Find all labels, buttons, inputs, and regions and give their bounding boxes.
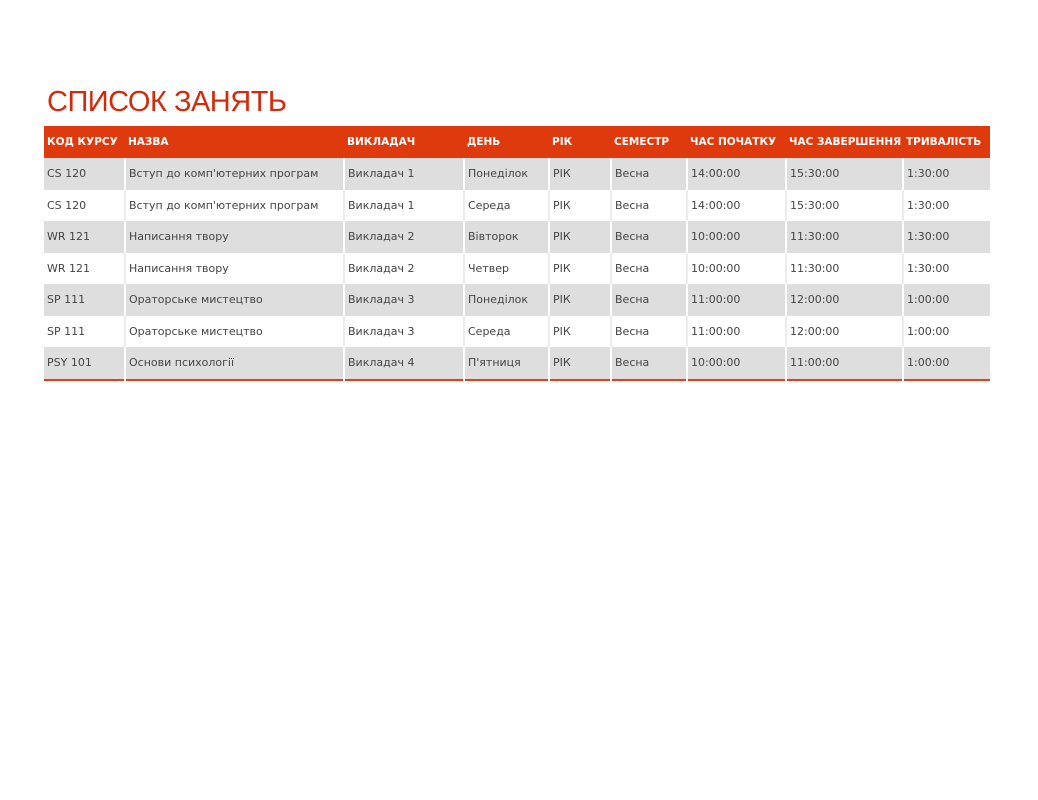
column-header[interactable]: ТРИВАЛІСТЬ: [903, 126, 990, 158]
table-cell[interactable]: РІК: [548, 158, 611, 190]
column-header[interactable]: ВИКЛАДАЧ: [344, 126, 464, 158]
table-cell[interactable]: 1:00:00: [902, 284, 990, 316]
table-cell[interactable]: Викладач 1: [343, 158, 464, 190]
page-title: СПИСОК ЗАНЯТЬ: [47, 86, 287, 118]
table-cell[interactable]: SP 111: [44, 315, 125, 347]
table-cell[interactable]: Написання твору: [124, 221, 344, 253]
header-row: КОД КУРСУ НАЗВА ВИКЛАДАЧ ДЕНЬ РІК СЕМЕСТР ЧАС …: [44, 126, 990, 158]
table-cell[interactable]: 1:30:00: [902, 252, 990, 284]
table-cell[interactable]: 10:00:00: [686, 347, 786, 380]
table-row: SP 111 Ораторське мистецтво Викладач 3 Сере…: [44, 315, 990, 347]
table-cell[interactable]: 11:30:00: [785, 252, 903, 284]
table-cell[interactable]: 11:30:00: [785, 221, 903, 253]
table-cell[interactable]: Середа: [463, 315, 549, 347]
table-cell[interactable]: 10:00:00: [686, 252, 786, 284]
table-cell[interactable]: 14:00:00: [686, 189, 786, 221]
table-row: CS 120 Вступ до комп'ютерних програм Викла…: [44, 158, 990, 190]
table-cell[interactable]: Весна: [610, 221, 687, 253]
table-cell[interactable]: Вступ до комп'ютерних програм: [124, 189, 344, 221]
column-header[interactable]: ЧАС ЗАВЕРШЕННЯ: [786, 126, 903, 158]
table-cell[interactable]: Викладач 3: [343, 315, 464, 347]
table-cell[interactable]: Викладач 2: [343, 252, 464, 284]
table-cell[interactable]: Викладач 1: [343, 189, 464, 221]
table-row: WR 121 Написання твору Викладач 2 Четвер РІК…: [44, 252, 990, 284]
table-row: SP 111 Ораторське мистецтво Викладач 3 Поне…: [44, 284, 990, 316]
table-cell[interactable]: Середа: [463, 189, 549, 221]
table-cell[interactable]: Ораторське мистецтво: [124, 284, 344, 316]
table-cell[interactable]: 11:00:00: [686, 315, 786, 347]
table-row: WR 121 Написання твору Викладач 2 Вівторок Р…: [44, 221, 990, 253]
table-cell[interactable]: П'ятниця: [463, 347, 549, 380]
table-cell[interactable]: WR 121: [44, 252, 125, 284]
table-cell[interactable]: 1:30:00: [902, 189, 990, 221]
table-cell[interactable]: WR 121: [44, 221, 125, 253]
table-cell[interactable]: 1:30:00: [902, 221, 990, 253]
table-cell[interactable]: 15:30:00: [785, 158, 903, 190]
table-cell[interactable]: CS 120: [44, 158, 125, 190]
table-cell[interactable]: Основи психології: [124, 347, 344, 380]
table-cell[interactable]: 15:30:00: [785, 189, 903, 221]
table-cell[interactable]: Вівторок: [463, 221, 549, 253]
table-cell[interactable]: 1:00:00: [902, 347, 990, 380]
table-cell[interactable]: Викладач 3: [343, 284, 464, 316]
table-cell[interactable]: Весна: [610, 347, 687, 380]
class-list-table: КОД КУРСУ НАЗВА ВИКЛАДАЧ ДЕНЬ РІК СЕМЕСТР ЧАС …: [44, 126, 990, 381]
column-header[interactable]: ДЕНЬ: [464, 126, 549, 158]
column-header[interactable]: РІК: [549, 126, 611, 158]
table-cell[interactable]: 12:00:00: [785, 315, 903, 347]
table-cell[interactable]: РІК: [548, 252, 611, 284]
table-cell[interactable]: Викладач 2: [343, 221, 464, 253]
column-header[interactable]: СЕМЕСТР: [611, 126, 687, 158]
table-cell[interactable]: 11:00:00: [686, 284, 786, 316]
table-cell[interactable]: Написання твору: [124, 252, 344, 284]
table-cell[interactable]: Понеділок: [463, 284, 549, 316]
table-cell[interactable]: Весна: [610, 158, 687, 190]
table-cell[interactable]: 1:30:00: [902, 158, 990, 190]
table-cell[interactable]: SP 111: [44, 284, 125, 316]
table-cell[interactable]: Весна: [610, 189, 687, 221]
column-header[interactable]: КОД КУРСУ: [44, 126, 125, 158]
table-cell[interactable]: 14:00:00: [686, 158, 786, 190]
table-cell[interactable]: Четвер: [463, 252, 549, 284]
table-cell[interactable]: 10:00:00: [686, 221, 786, 253]
table-cell[interactable]: РІК: [548, 189, 611, 221]
table-cell[interactable]: Весна: [610, 284, 687, 316]
table-cell[interactable]: РІК: [548, 315, 611, 347]
table-cell[interactable]: Викладач 4: [343, 347, 464, 380]
table-cell[interactable]: 11:00:00: [785, 347, 903, 380]
column-header[interactable]: НАЗВА: [125, 126, 344, 158]
table-cell[interactable]: Понеділок: [463, 158, 549, 190]
table-cell[interactable]: РІК: [548, 284, 611, 316]
table-cell[interactable]: Вступ до комп'ютерних програм: [124, 158, 344, 190]
table-cell[interactable]: РІК: [548, 347, 611, 380]
table-row: PSY 101 Основи психології Викладач 4 П'ятни…: [44, 347, 990, 380]
table-cell[interactable]: 1:00:00: [902, 315, 990, 347]
table-cell[interactable]: РІК: [548, 221, 611, 253]
table-cell[interactable]: PSY 101: [44, 347, 125, 380]
table-cell[interactable]: Весна: [610, 315, 687, 347]
table-cell[interactable]: 12:00:00: [785, 284, 903, 316]
table-row: CS 120 Вступ до комп'ютерних програм Викла…: [44, 189, 990, 221]
column-header[interactable]: ЧАС ПОЧАТКУ: [687, 126, 786, 158]
table-cell[interactable]: CS 120: [44, 189, 125, 221]
table-cell[interactable]: Весна: [610, 252, 687, 284]
table-cell[interactable]: Ораторське мистецтво: [124, 315, 344, 347]
